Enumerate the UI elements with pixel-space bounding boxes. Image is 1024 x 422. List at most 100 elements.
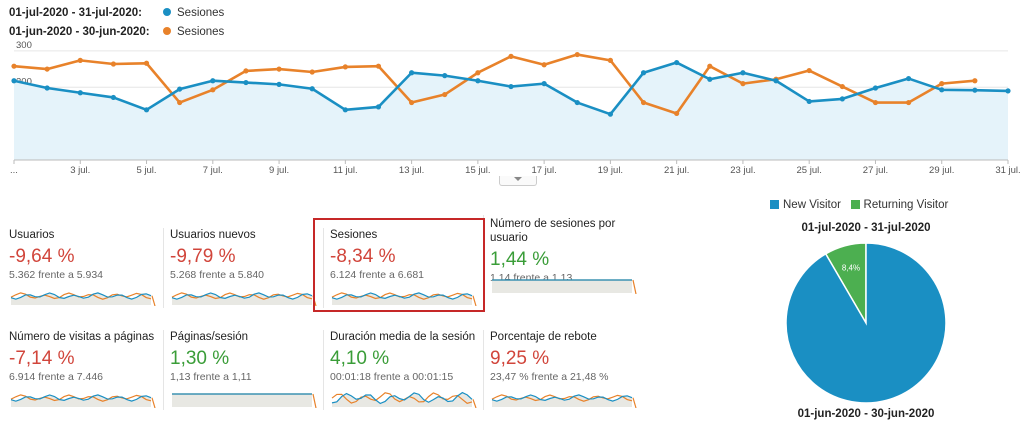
previous-data-point [177,99,183,106]
metric-label: Duración media de la sesión [330,331,476,343]
previous-data-point [276,66,282,72]
legend-series-name: Sesiones [177,26,225,38]
previous-data-point [640,99,647,106]
current-data-point [574,99,580,106]
current-data-point [210,78,216,84]
current-data-point [44,85,50,91]
previous-data-point [607,57,614,63]
previous-data-point [939,81,945,87]
current-data-point [1005,88,1011,94]
metric-comparison: 6.914 frente a 7.446 [9,371,103,383]
previous-data-point [409,99,415,106]
previous-data-point [707,63,713,69]
metric-tile[interactable]: Sesiones -8,34 % 6.124 frente a 6.681 [330,228,480,316]
current-data-point [110,94,116,101]
metric-change: 9,25 % [490,348,550,369]
metric-sparkline [331,292,477,306]
x-tick-label: 19 jul. [598,165,623,176]
previous-data-point [309,69,315,75]
metric-tile[interactable]: Número de visitas a páginas -7,14 % 6.914 … [9,330,159,418]
sparkline-drop [151,295,156,306]
previous-data-point [674,110,680,117]
metric-tile[interactable]: Páginas/sesión 1,30 % 1,13 frente a 1,11 [170,330,320,418]
metric-change: -7,14 % [9,348,75,369]
tile-separator [163,228,164,308]
pie-slice-new-visitor [785,242,947,404]
x-tick-label: 27 jul. [863,165,888,176]
sparkline-drop [312,393,317,408]
legend-current: 01-jul-2020 - 31-jul-2020: Sesiones [9,7,224,19]
metric-label: Páginas/sesión [170,331,248,343]
previous-data-point [972,78,978,84]
x-tick-label: 31 jul. [995,165,1020,176]
current-data-point [906,75,912,82]
tile-separator [323,228,324,308]
metric-change: 1,44 % [490,249,550,270]
x-tick-label: 29 jul. [929,165,954,176]
legend-returning-visitor: Returning Visitor [863,199,949,211]
legend-range: 01-jun-2020 - 30-jun-2020: [9,26,150,38]
metric-sparkline [172,393,317,408]
sparkline-current [171,292,313,300]
sparkline-drop [472,399,477,408]
metric-label: Porcentaje de rebote [490,331,597,343]
current-data-point [773,78,779,84]
current-data-point [143,107,150,113]
previous-data-point [541,62,547,68]
y-tick-label: 300 [16,40,32,51]
sparkline-area [172,394,312,407]
previous-data-point [740,81,746,87]
current-data-point [243,79,249,86]
metric-label: Usuarios [9,229,55,241]
metric-change: 1,30 % [170,348,230,369]
metric-label: Usuarios nuevos [170,229,256,241]
current-data-point [839,96,845,102]
sparkline-drop [151,397,156,408]
metric-tile[interactable]: Porcentaje de rebote 9,25 % 23,47 % frente… [490,330,640,418]
previous-data-point [475,70,481,76]
chevron-down-icon [514,177,522,181]
current-data-point [972,87,978,93]
pie-legend: New Visitor Returning Visitor [770,199,948,211]
collapse-chart-handle[interactable] [499,176,537,186]
current-data-point [342,107,348,113]
legend-range: 01-jul-2020 - 31-jul-2020: [9,7,142,19]
previous-data-point [442,91,448,98]
metric-tile[interactable]: Duración media de la sesión 4,10 % 00:01:1… [330,330,480,418]
legend-new-visitor: New Visitor [783,199,841,211]
pie-label-returning-visitor: 8,4% [842,263,860,272]
previous-data-point [508,53,514,59]
metric-label: Número de visitas a páginas [9,331,155,343]
metric-tile[interactable]: Usuarios nuevos -9,79 % 5.268 frente a 5.8… [170,228,320,316]
metric-tile[interactable]: Número de sesiones por usuario 1,44 % 1,14… [490,217,640,305]
tile-separator [323,330,324,410]
current-data-point [77,90,83,96]
current-data-point [375,104,382,110]
series-dot-icon [163,27,171,35]
legend-swatch-icon [770,200,779,209]
x-tick-label: 7 jul. [203,165,223,176]
sparkline-drop [632,279,637,294]
x-tick-label: 15 jul. [465,165,490,176]
metric-sparkline [331,391,477,408]
previous-data-point [210,87,216,93]
current-data-point [11,78,17,84]
current-data-point [309,86,315,92]
x-tick-label: 21 jul. [664,165,689,176]
x-tick-label: 23 jul. [730,165,755,176]
x-tick-label: 17 jul. [531,165,556,176]
x-tick-label: ... [10,165,18,176]
x-tick-label: 13 jul. [399,165,424,176]
previous-data-point [872,99,879,106]
current-data-point [442,73,448,79]
metric-tile[interactable]: Usuarios -9,64 % 5.362 frente a 5.934 [9,228,159,316]
sparkline-area [492,280,632,293]
current-data-point [607,111,614,117]
previous-data-point [44,66,50,72]
x-tick-label: 25 jul. [797,165,822,176]
previous-data-point [243,68,249,74]
metric-comparison: 5.268 frente a 5.840 [170,269,264,281]
visitor-type-pie-chart[interactable]: 8,4% 91,6% [780,237,952,409]
sessions-line-chart[interactable]: 300200100...3 jul.5 jul.7 jul.9 jul.11 j… [0,40,1024,180]
current-data-point [707,76,713,82]
